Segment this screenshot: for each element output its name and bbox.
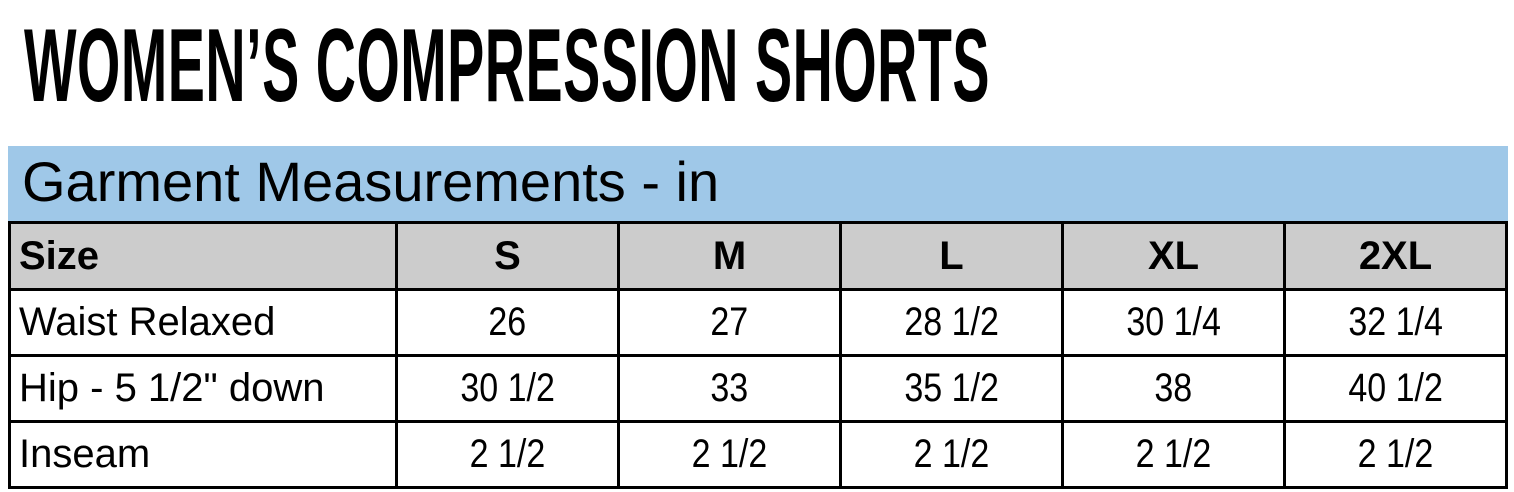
cell-value: 2 1/2 — [469, 432, 546, 476]
cell-value: 2 1/2 — [1135, 432, 1212, 476]
cell-value: 2 1/2 — [913, 432, 990, 476]
header-l: L — [839, 221, 1064, 291]
section-heading: Garment Measurements - in — [22, 150, 720, 213]
table-row: Waist Relaxed 26 27 28 1/2 30 1/4 32 1/4 — [8, 288, 1508, 357]
page-title: WOMEN’S COMPRESSION SHORTS — [24, 8, 991, 124]
cell-value: 26 — [488, 300, 527, 344]
cell-value: 2 1/2 — [1357, 432, 1434, 476]
header-m: M — [617, 221, 842, 291]
header-xl: XL — [1061, 221, 1286, 291]
cell-value: 27 — [710, 300, 749, 344]
row-label: Inseam — [8, 420, 398, 489]
cell-value: 30 1/2 — [460, 366, 555, 410]
header-size: Size — [8, 221, 398, 291]
cell-value: 2 1/2 — [691, 432, 768, 476]
size-chart-table: Size S M L XL 2XL Waist Relaxed 26 27 28… — [8, 221, 1508, 489]
header-s: S — [395, 221, 620, 291]
table-row: Hip - 5 1/2" down 30 1/2 33 35 1/2 38 40… — [8, 354, 1508, 423]
row-label: Hip - 5 1/2" down — [8, 354, 398, 423]
section-heading-band: Garment Measurements - in — [8, 146, 1508, 222]
cell-value: 33 — [710, 366, 749, 410]
table-header-row: Size S M L XL 2XL — [8, 221, 1508, 291]
cell-value: 30 1/4 — [1126, 300, 1221, 344]
cell-value: 40 1/2 — [1348, 366, 1443, 410]
cell-value: 38 — [1154, 366, 1193, 410]
header-2xl: 2XL — [1283, 221, 1508, 291]
table-row: Inseam 2 1/2 2 1/2 2 1/2 2 1/2 2 1/2 — [8, 420, 1508, 489]
row-label: Waist Relaxed — [8, 288, 398, 357]
cell-value: 28 1/2 — [904, 300, 999, 344]
cell-value: 35 1/2 — [904, 366, 999, 410]
cell-value: 32 1/4 — [1348, 300, 1443, 344]
